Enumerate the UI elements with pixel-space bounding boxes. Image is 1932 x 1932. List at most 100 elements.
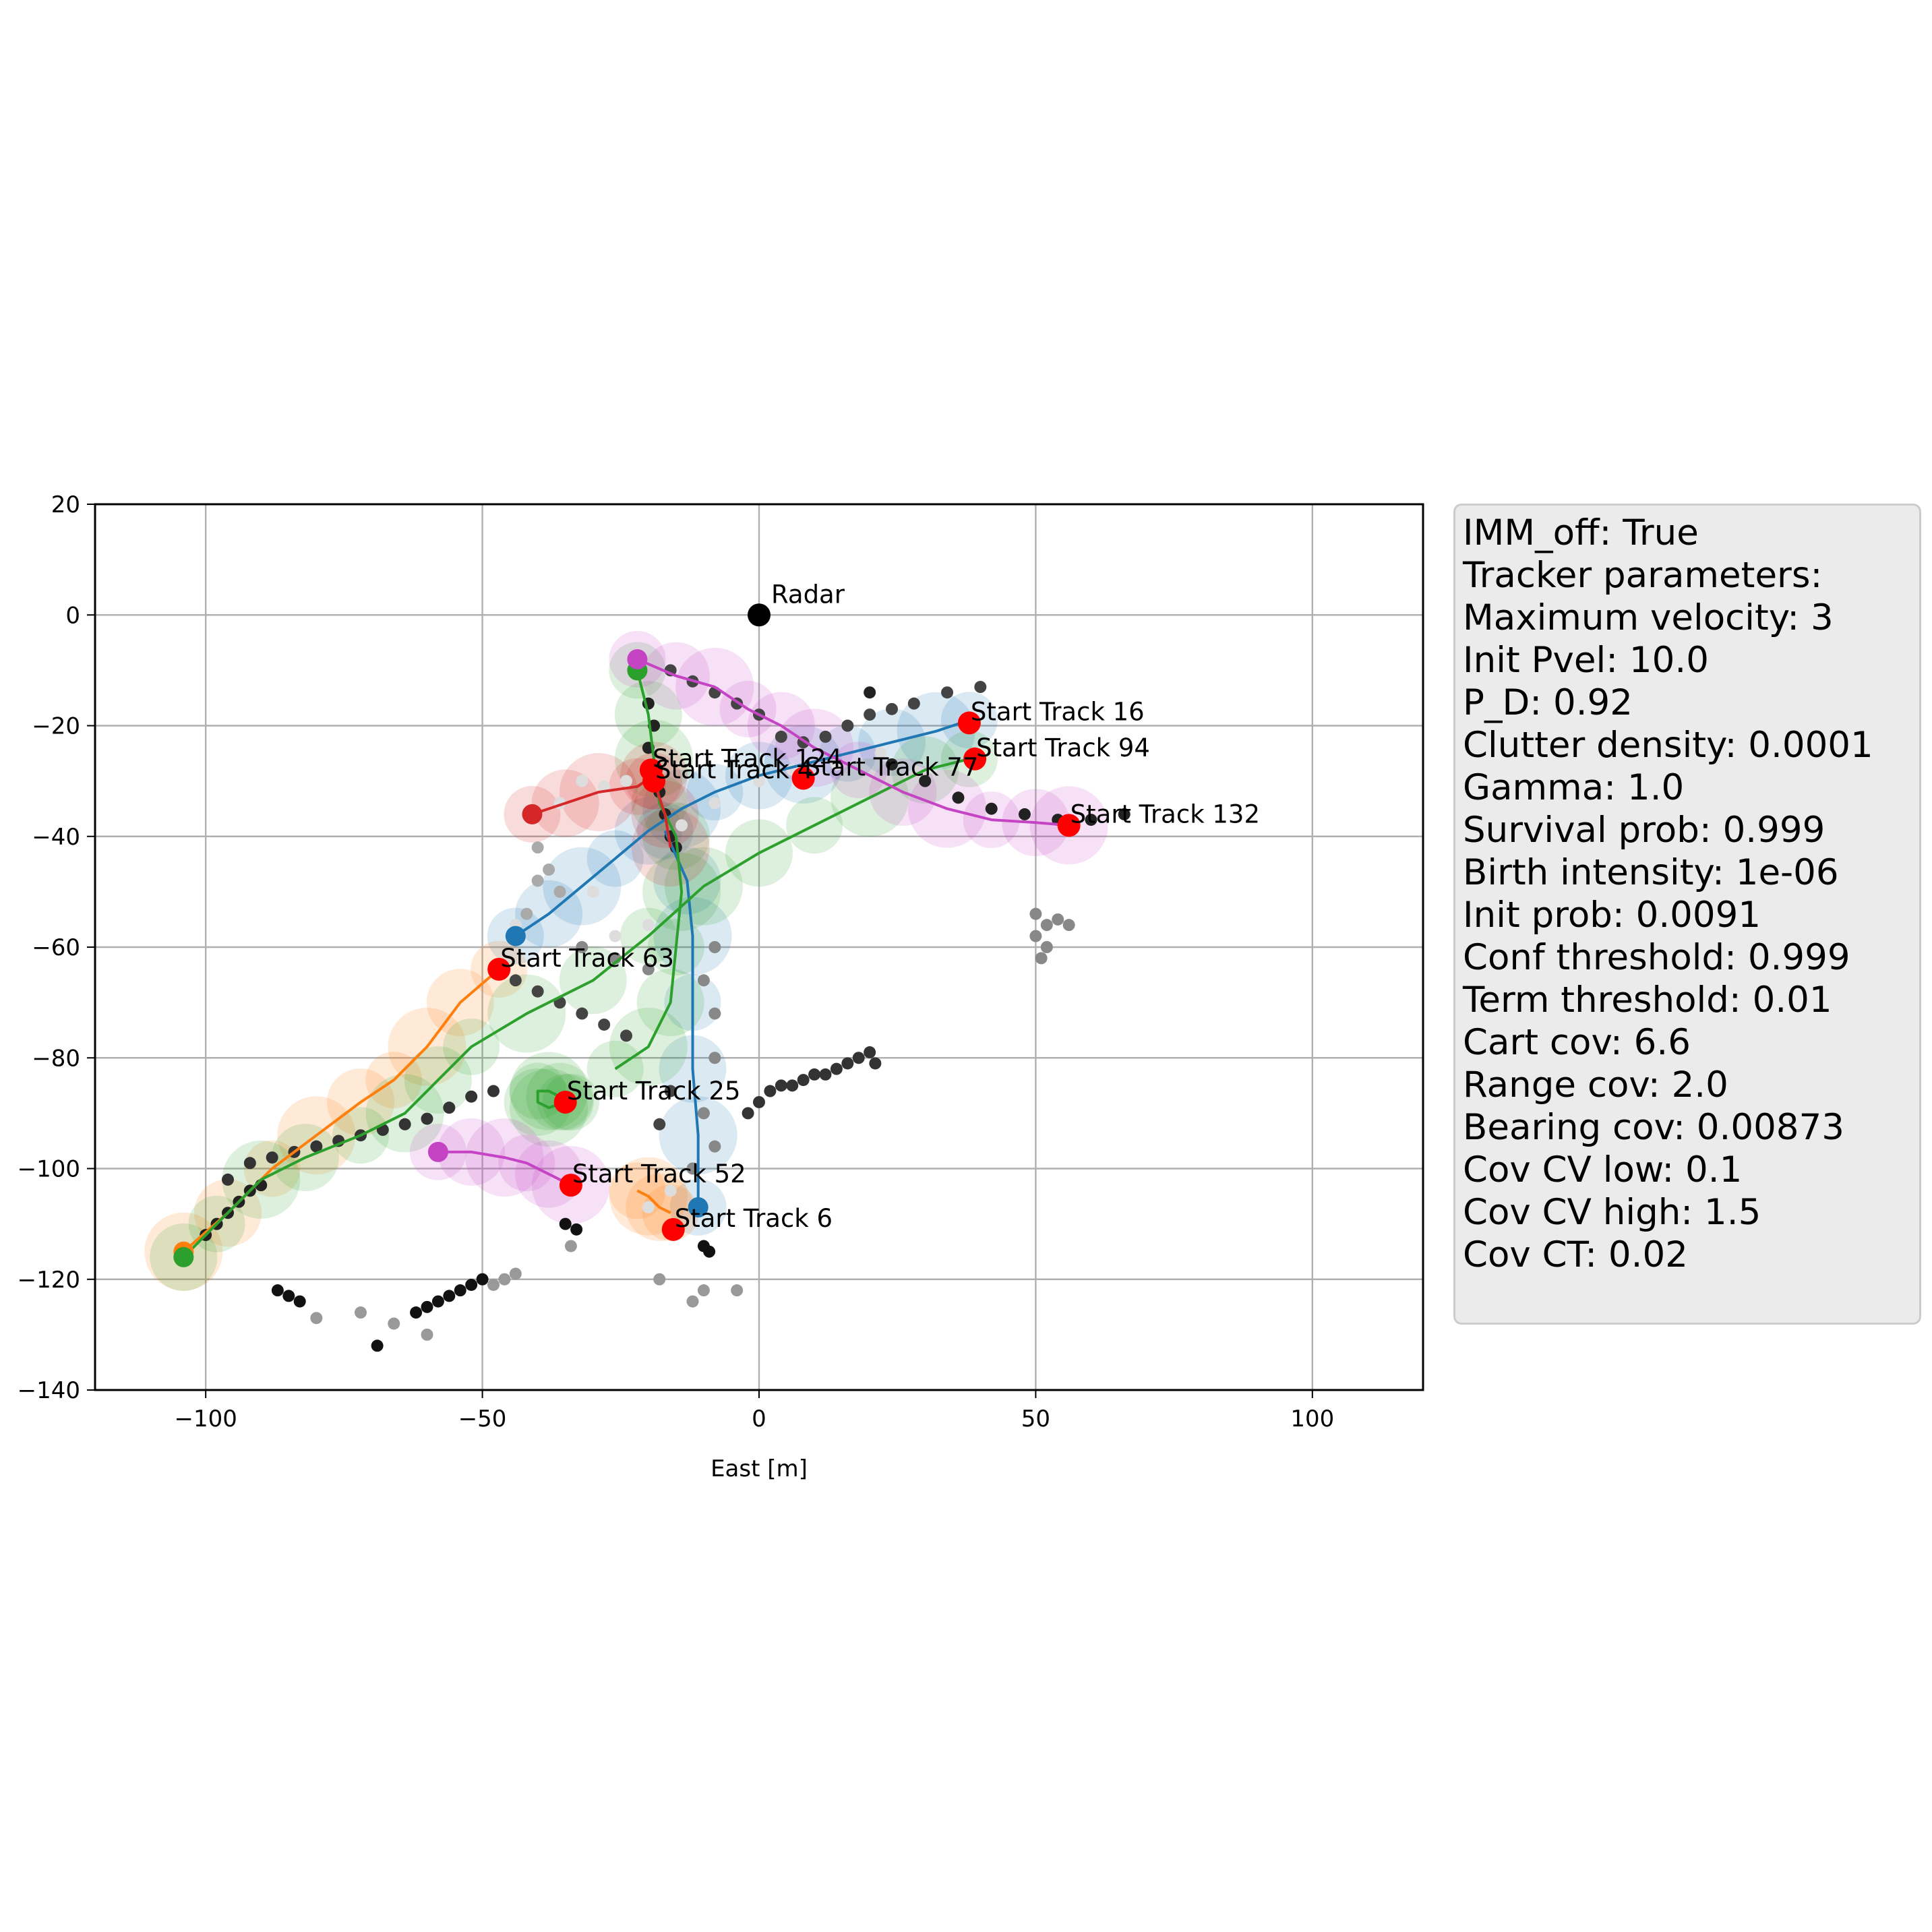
track-end-marker [522, 804, 543, 824]
measurement-point [907, 697, 920, 710]
measurement-point [454, 1284, 466, 1297]
track-start-marker [791, 766, 815, 790]
measurement-point [985, 802, 998, 815]
measurement-point [642, 1201, 655, 1213]
parameter-line: Init Pvel: 10.0 [1463, 640, 1709, 681]
measurement-point [697, 1284, 710, 1297]
x-tick-label: 100 [1290, 1406, 1334, 1432]
measurement-point [864, 686, 876, 699]
measurement-point [1062, 919, 1075, 932]
tracker-parameters-box [1453, 504, 1921, 1325]
measurement-point [1029, 930, 1042, 942]
parameter-line: Cov CT: 0.02 [1463, 1234, 1688, 1275]
measurement-point [841, 719, 854, 732]
measurement-point [576, 941, 588, 953]
y-tick-label: −40 [32, 824, 80, 851]
parameter-line: IMM_off: True [1463, 512, 1699, 553]
track-line [437, 1150, 572, 1186]
track-end-marker [427, 1141, 448, 1162]
plot-area [144, 603, 1130, 1352]
parameter-line: Survival prob: 0.999 [1463, 810, 1825, 851]
y-tick-label: 0 [65, 602, 80, 629]
measurement-point [786, 1079, 799, 1092]
radar-marker [748, 603, 771, 627]
measurement-point [819, 1068, 832, 1081]
parameter-line: Conf threshold: 0.999 [1463, 937, 1850, 978]
measurement-point [282, 1290, 295, 1302]
track-start-marker [963, 747, 987, 771]
parameter-line: Birth intensity: 1e-06 [1463, 852, 1839, 893]
measurement-point [487, 1085, 500, 1097]
measurement-point [398, 1118, 411, 1130]
track-end-marker [688, 1197, 708, 1217]
measurement-point [609, 930, 622, 942]
measurement-point [664, 1184, 677, 1197]
y-tick-label: −20 [32, 713, 80, 740]
measurement-point [355, 1306, 367, 1319]
measurement-point [531, 841, 544, 854]
y-tick-label: −140 [18, 1377, 80, 1404]
track-start-marker [559, 1174, 582, 1197]
measurement-point [443, 1101, 456, 1114]
measurement-point [586, 885, 599, 898]
track-start-marker [957, 711, 981, 735]
measurement-point [653, 1118, 666, 1130]
track-start-label: Start Track 77 [805, 753, 979, 782]
measurement-point [919, 775, 932, 787]
measurement-point [708, 1140, 721, 1153]
measurement-point [852, 1052, 865, 1064]
measurement-point [564, 1240, 577, 1252]
measurement-point [576, 1007, 588, 1020]
measurement-point [310, 1140, 323, 1153]
measurement-point [708, 941, 721, 953]
parameter-line: P_D: 0.92 [1463, 682, 1633, 723]
measurement-point [886, 758, 898, 771]
track-start-marker [553, 1090, 577, 1114]
track-start-label: Start Track 6 [675, 1204, 833, 1233]
measurement-point [874, 747, 887, 760]
measurement-point [598, 1018, 611, 1031]
measurement-point [1040, 919, 1053, 932]
measurement-point [830, 1062, 843, 1075]
track-start-label: Start Track 124 [653, 744, 842, 773]
track-markers [173, 603, 1081, 1267]
parameter-line: Init prob: 0.0091 [1463, 895, 1761, 936]
measurement-point [869, 1057, 882, 1070]
track-start-marker [487, 957, 511, 981]
measurement-point [266, 1151, 278, 1164]
y-tick-label: −120 [18, 1267, 80, 1294]
measurement-point [243, 1157, 256, 1170]
measurement-point [642, 919, 655, 932]
x-tick-label: −50 [458, 1406, 507, 1432]
measurement-point [410, 1306, 423, 1319]
measurement-point [1029, 907, 1042, 920]
parameter-line: Tracker parameters: [1463, 555, 1823, 596]
measurement-point [653, 1273, 666, 1286]
measurement-point [731, 1284, 744, 1297]
measurement-point [1085, 814, 1097, 826]
track-start-label: Start Track 52 [572, 1159, 746, 1188]
measurement-point [271, 1284, 284, 1297]
measurement-point [775, 730, 787, 743]
track-line [636, 1189, 671, 1214]
measurement-point [310, 1312, 323, 1325]
y-tick-label: 20 [51, 491, 80, 518]
measurement-point [465, 1278, 478, 1291]
measurement-point [642, 963, 655, 975]
track-line [636, 658, 1069, 827]
measurement-point [559, 1217, 572, 1230]
measurement-point [431, 1295, 444, 1308]
measurement-point [819, 730, 832, 743]
measurement-point [886, 702, 898, 715]
measurement-point [553, 885, 566, 898]
parameter-line: Cov CV high: 1.5 [1463, 1192, 1761, 1233]
measurement-point [388, 1317, 400, 1330]
measurement-point [465, 1090, 478, 1103]
track-start-label: Start Track 4 [655, 756, 813, 785]
track-start-label: Start Track 63 [500, 944, 674, 973]
measurement-point [697, 1107, 710, 1120]
measurement-point [1118, 808, 1130, 820]
measurement-point [531, 985, 544, 998]
parameter-line: Bearing cov: 0.00873 [1463, 1107, 1844, 1148]
